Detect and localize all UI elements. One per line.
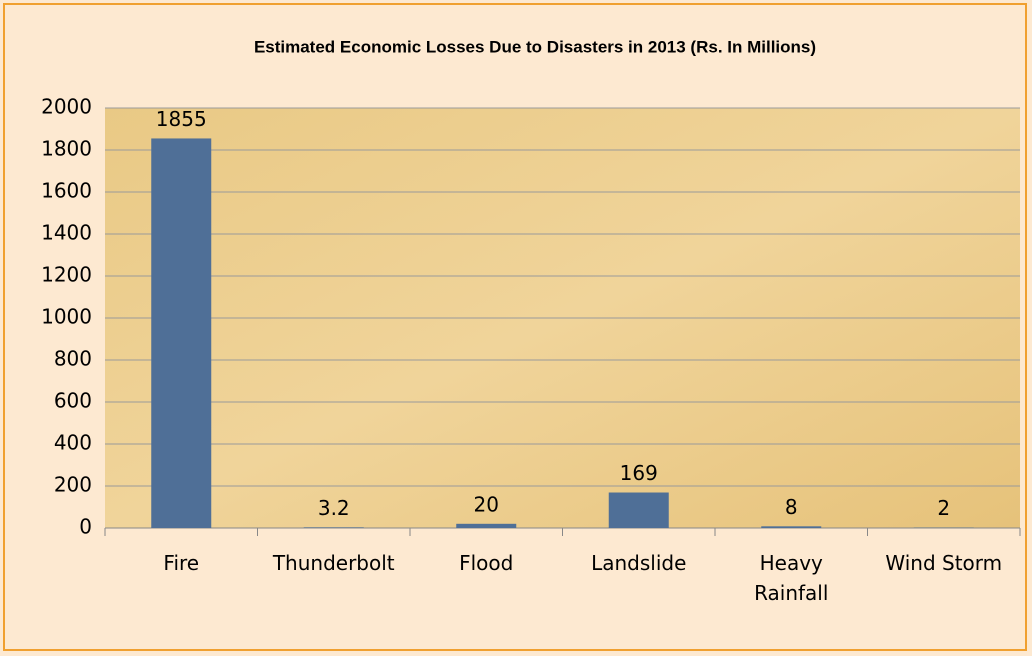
data-label: 1855	[156, 107, 207, 131]
x-tick-label: Thunderbolt	[272, 551, 395, 575]
x-tick-label: Fire	[163, 551, 200, 575]
x-tick-label: Landslide	[591, 551, 687, 575]
data-label: 3.2	[318, 496, 350, 520]
y-tick-label: 800	[54, 347, 92, 371]
bar	[456, 523, 517, 528]
y-tick-label: 1600	[41, 179, 92, 203]
bar	[608, 492, 669, 528]
bar	[303, 527, 364, 528]
y-tick-label: 0	[79, 515, 92, 539]
x-tick-label: Wind Storm	[885, 551, 1003, 575]
y-tick-label: 1000	[41, 305, 92, 329]
bar	[761, 526, 822, 528]
y-tick-label: 2000	[41, 95, 92, 119]
data-label: 2	[937, 496, 950, 520]
chart-title: Estimated Economic Losses Due to Disaste…	[254, 37, 816, 56]
y-tick-label: 1800	[41, 137, 92, 161]
x-tick-label: Flood	[459, 551, 514, 575]
data-label: 20	[474, 492, 499, 516]
data-label: 169	[620, 461, 658, 485]
y-tick-label: 600	[54, 389, 92, 413]
x-tick-label: Heavy Rainfall	[754, 551, 829, 605]
y-tick-label: 1400	[41, 221, 92, 245]
y-tick-label: 400	[54, 431, 92, 455]
y-tick-label: 1200	[41, 263, 92, 287]
data-label: 8	[785, 495, 798, 519]
y-tick-label: 200	[54, 473, 92, 497]
bar	[151, 138, 212, 528]
